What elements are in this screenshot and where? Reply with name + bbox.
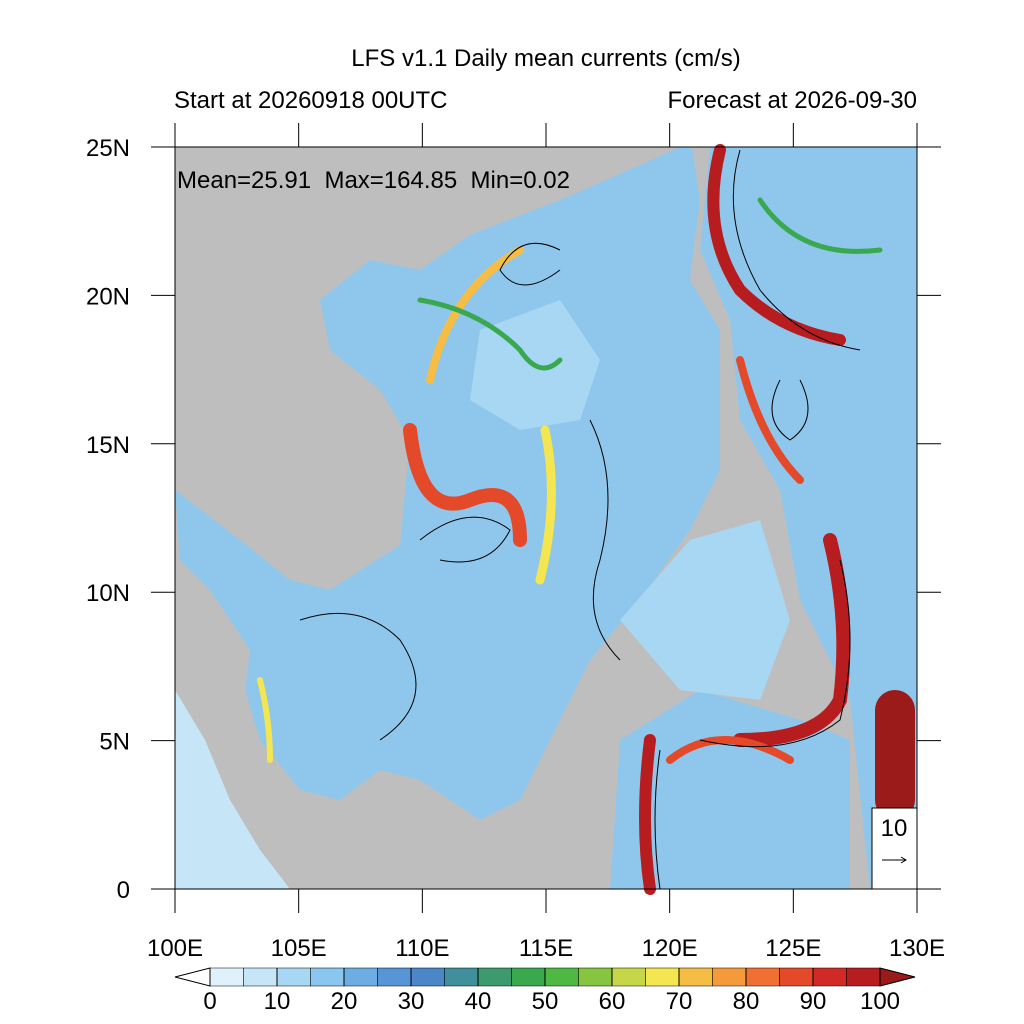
colorbar-box [544, 967, 579, 987]
y-tick-label: 25N [86, 135, 130, 162]
streamlines [299, 149, 861, 890]
x-tick-label: 110E [395, 935, 449, 962]
colorbar-label: 20 [331, 988, 358, 1015]
colorbar-triangle [174, 967, 211, 987]
colorbar-triangle [879, 967, 916, 987]
colorbar-box [578, 967, 613, 987]
stats: Mean=25.91 Max=164.85 Min=0.02 [177, 167, 570, 194]
x-tick-label: 120E [642, 935, 698, 962]
colorbar-box [377, 967, 412, 987]
colorbar-box [477, 967, 512, 987]
colorbar-box [243, 967, 278, 987]
colorbar-box [745, 967, 780, 987]
colorbar-box [611, 967, 646, 987]
colorbar-box [846, 967, 881, 987]
colorbar-box [812, 967, 847, 987]
x-tick-label: 130E [889, 935, 945, 962]
subtitle-right: Forecast at 2026-09-30 [668, 87, 917, 114]
colorbar-label: 30 [398, 988, 425, 1015]
colorbar-label: 70 [666, 988, 693, 1015]
y-tick-label: 20N [86, 283, 130, 310]
reference-label: 10 [881, 815, 908, 842]
ocean [175, 147, 917, 889]
colorbar-box [712, 967, 747, 987]
y-tick-label: 10N [86, 580, 130, 607]
x-tick-label: 125E [765, 935, 821, 962]
colorbar-box [310, 967, 345, 987]
x-tick-label: 100E [147, 935, 203, 962]
colorbar-label: 60 [599, 988, 626, 1015]
colorbar: 0 10 20 30 40 50 60 70 80 90 100 [174, 967, 916, 1015]
title: LFS v1.1 Daily mean currents (cm/s) [351, 45, 740, 72]
colorbar-box [779, 967, 814, 987]
colorbar-label: 90 [800, 988, 827, 1015]
colorbar-label: 80 [733, 988, 760, 1015]
y-tick-label: 5N [99, 729, 130, 756]
y-tick-label: 0 [117, 877, 130, 904]
axes: 100E 105E 110E 115E 120E 125E 130E 0 5N 10N 15N 20N… [86, 123, 945, 962]
colorbar-box [276, 967, 311, 987]
reference-arrow [882, 856, 907, 864]
colorbar-box [645, 967, 680, 987]
y-tick-label: 15N [86, 432, 130, 459]
colorbar-label: 10 [264, 988, 291, 1015]
colorbar-label: 50 [532, 988, 559, 1015]
colorbar-box [444, 967, 479, 987]
colorbar-box [678, 967, 713, 987]
x-tick-label: 115E [519, 935, 573, 962]
colorbar-box [511, 967, 546, 987]
x-tick-label: 105E [271, 935, 327, 962]
current-jets [257, 144, 915, 895]
colorbar-box [410, 967, 445, 987]
colorbar-label: 40 [465, 988, 492, 1015]
colorbar-box [343, 967, 378, 987]
colorbar-box [209, 967, 244, 987]
colorbar-label: 100 [860, 988, 900, 1015]
subtitle-left: Start at 20260918 00UTC [174, 87, 448, 114]
reference-box [871, 807, 918, 890]
colorbar-label: 0 [203, 988, 216, 1015]
